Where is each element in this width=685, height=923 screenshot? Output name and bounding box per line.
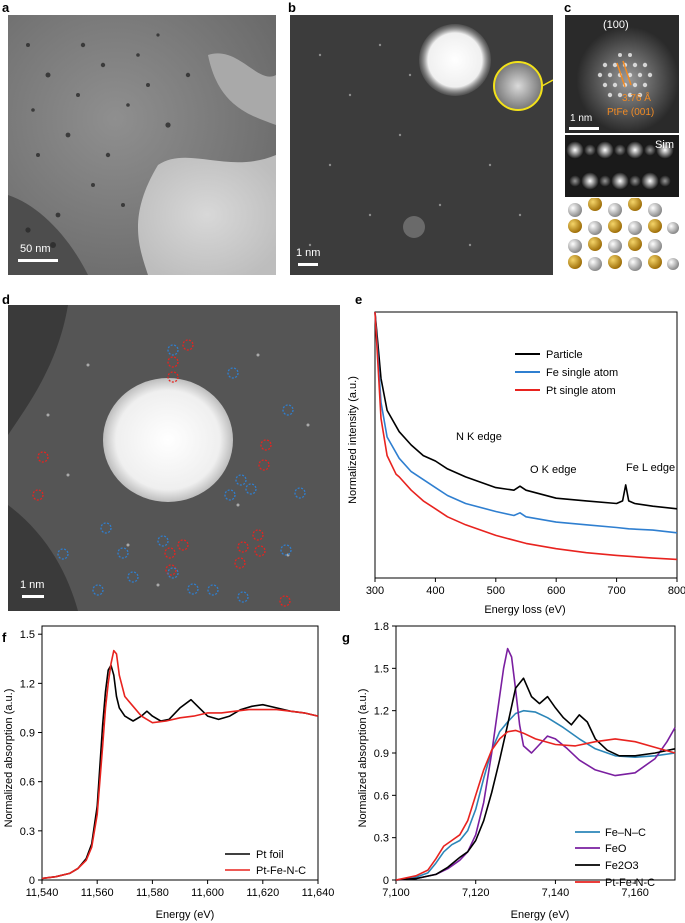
e-xtick-label: 700 — [607, 585, 625, 597]
scale-label-b: 1 nm — [296, 247, 321, 259]
atom-model-c-graphic — [568, 198, 679, 271]
g-xtick-label: 7,140 — [542, 887, 570, 899]
g-series-feo — [395, 647, 676, 881]
f-ytick-label: 0.9 — [20, 728, 35, 740]
g-ytick-label: 1.8 — [374, 621, 389, 633]
haadf-image-d-graphic — [8, 305, 340, 611]
e-xtick-label: 300 — [366, 585, 384, 597]
f-plot-frame — [41, 625, 319, 881]
scale-bar-d — [22, 595, 44, 598]
panel-a-letter: a — [2, 0, 10, 15]
legend-label-pt-fe-n-c-g: Pt-Fe-N-C — [605, 877, 655, 889]
f-series-pt-foil — [41, 664, 319, 880]
haadf-image-d: 1 nm — [8, 305, 340, 611]
g-plot-frame — [395, 625, 676, 881]
g-series-fe2o3 — [395, 677, 676, 881]
legend-label-fe-single: Fe single atom — [546, 367, 618, 379]
e-series-particle — [374, 311, 678, 510]
atom-model-c — [565, 198, 679, 274]
f-xtick-label: 11,640 — [302, 887, 335, 899]
panel-c-letter: c — [564, 0, 572, 15]
xanes-fe-xlabel: Energy (eV) — [511, 909, 570, 921]
eels-ylabel: Normalized intensity (a.u.) — [347, 376, 359, 504]
legend-label-pt-single: Pt single atom — [546, 385, 616, 397]
phase-label-c: PtFe (001) — [607, 107, 655, 118]
g-series-fe-n-c — [395, 709, 676, 881]
scale-label-d: 1 nm — [20, 579, 45, 591]
haadf-image-b-graphic — [290, 15, 553, 275]
e-plot-frame — [374, 311, 678, 579]
g-xtick-label: 7,100 — [382, 887, 410, 899]
legend-label-particle: Particle — [546, 349, 583, 361]
xanes-pt-chart: 11,540 11,560 11,580 11,600 11,620 11,640 0 0.3… — [3, 625, 335, 921]
panel-f-letter: f — [2, 630, 7, 645]
xanes-fe-legend: Fe–N–C FeO Fe2O3 Pt-Fe-N-C — [575, 827, 655, 889]
g-ytick-label: 0.9 — [374, 748, 389, 760]
f-xtick-label: 11,580 — [136, 887, 169, 899]
e-xtick-label: 500 — [487, 585, 505, 597]
f-ytick-label: 0.6 — [20, 777, 35, 789]
f-ytick-label: 0 — [29, 875, 35, 887]
scale-label-c: 1 nm — [570, 113, 593, 124]
legend-label-fe2o3: Fe2O3 — [605, 860, 639, 872]
f-ytick-label: 1.2 — [20, 678, 35, 690]
g-ytick-label: 0.6 — [374, 790, 389, 802]
haadf-image-b: 1 nm — [290, 15, 553, 275]
xanes-pt-legend: Pt foil Pt-Fe-N-C — [225, 849, 306, 877]
tem-image-a: 50 nm — [8, 15, 276, 275]
eels-annotation-fe: Fe L edge — [626, 462, 675, 474]
xanes-fe-chart: 7,100 7,120 7,140 7,16000.30.60.91.21.51.8 … — [357, 621, 676, 921]
spacing-label-c: 3.76 Å — [622, 93, 651, 104]
e-series-fe-single-atom — [374, 311, 678, 534]
g-ytick-label: 1.2 — [374, 706, 389, 718]
simulation-image-c-graphic — [565, 135, 679, 197]
eels-annotation-n: N K edge — [456, 431, 502, 443]
f-ytick-label: 1.5 — [20, 629, 35, 641]
scale-bar-a — [18, 259, 58, 262]
legend-label-pt-fe-n-c: Pt-Fe-N-C — [256, 865, 306, 877]
eels-xlabel: Energy loss (eV) — [484, 604, 565, 616]
f-series-pt-fe-n-c — [41, 649, 319, 880]
plane-label-c: (100) — [603, 19, 629, 31]
legend-label-feo: FeO — [605, 843, 627, 855]
g-xtick-label: 7,120 — [462, 887, 490, 899]
eels-legend: Particle Fe single atom Pt single atom — [515, 349, 618, 397]
panel-g-letter: g — [342, 630, 350, 645]
f-xtick-label: 11,600 — [191, 887, 224, 899]
e-xtick-label: 400 — [426, 585, 444, 597]
panel-e-letter: e — [355, 292, 363, 307]
g-series-pt-fe-n-c — [395, 729, 676, 881]
xanes-fe-ylabel: Normalized absorption (a.u.) — [357, 689, 369, 828]
e-series-pt-single-atom — [374, 311, 678, 561]
atomic-image-c: (100) 3.76 Å PtFe (001) 1 nm — [565, 15, 679, 133]
atomic-image-c-graphic — [565, 15, 679, 133]
panel-b-letter: b — [288, 0, 296, 15]
f-ytick-label: 0.3 — [20, 826, 35, 838]
eels-chart: 300 400 500 600 700 800 Normalized intensity … — [347, 311, 685, 616]
tem-image-a-graphic — [8, 15, 276, 275]
f-xtick-label: 11,540 — [26, 887, 59, 899]
xanes-pt-xlabel: Energy (eV) — [156, 909, 215, 921]
scale-bar-c — [569, 127, 599, 130]
xanes-pt-ylabel: Normalized absorption (a.u.) — [3, 689, 15, 828]
g-ytick-label: 1.5 — [374, 663, 389, 675]
e-xtick-label: 600 — [547, 585, 565, 597]
g-ytick-label: 0.3 — [374, 833, 389, 845]
panel-d-letter: d — [2, 292, 10, 307]
legend-label-pt-foil: Pt foil — [256, 849, 284, 861]
legend-label-fe-n-c: Fe–N–C — [605, 827, 646, 839]
eels-annotation-o: O K edge — [530, 464, 576, 476]
e-xtick-label: 800 — [668, 585, 685, 597]
g-xtick-label: 7,160 — [621, 887, 649, 899]
sim-label-c: Sim — [655, 139, 674, 151]
simulation-image-c: Sim — [565, 135, 679, 197]
f-xtick-label: 11,560 — [81, 887, 114, 899]
scale-label-a: 50 nm — [20, 243, 51, 255]
f-xtick-label: 11,620 — [246, 887, 279, 899]
g-ytick-label: 0 — [383, 875, 389, 887]
scale-bar-b — [298, 263, 318, 266]
